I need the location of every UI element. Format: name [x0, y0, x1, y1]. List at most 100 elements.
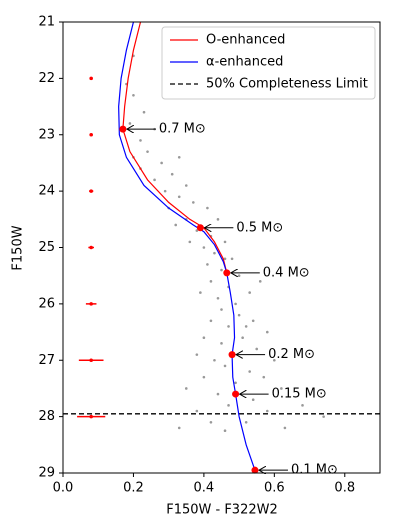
data-point — [184, 184, 188, 187]
data-point — [202, 246, 206, 249]
data-point — [220, 342, 223, 345]
data-point — [258, 280, 262, 283]
data-point — [206, 263, 209, 266]
mass-point — [196, 224, 204, 232]
data-point — [244, 325, 248, 328]
x-tick-label: 0.2 — [123, 481, 144, 496]
data-point — [163, 189, 167, 193]
plot-frame — [62, 21, 381, 474]
x-tick-label: 0.8 — [334, 481, 355, 496]
data-point — [220, 268, 223, 272]
data-point — [255, 347, 259, 351]
data-point — [209, 420, 213, 424]
data-point — [244, 420, 248, 424]
data-point — [251, 398, 255, 402]
data-point — [209, 280, 213, 283]
x-tick-label: 0.4 — [194, 481, 215, 496]
data-point — [177, 156, 181, 159]
mass-label: 0.7 M⊙ — [159, 122, 206, 137]
data-point — [192, 201, 195, 204]
y-tick-label: 21 — [38, 15, 55, 30]
error-bar-center — [89, 245, 93, 250]
mass-label: 0.4 M⊙ — [263, 265, 310, 280]
legend-box — [161, 26, 376, 100]
data-point — [223, 257, 227, 261]
legend-label: α-enhanced — [206, 55, 283, 70]
data-point — [209, 319, 213, 323]
mass-label: 0.2 M⊙ — [268, 347, 315, 362]
data-point — [142, 110, 146, 114]
data-point — [177, 195, 181, 199]
isochrone-line — [122, 21, 228, 274]
data-point — [301, 404, 304, 407]
data-point — [237, 274, 241, 277]
mass-label: 0.1 M⊙ — [291, 463, 338, 478]
mass-point — [223, 269, 231, 277]
data-point — [280, 387, 283, 390]
data-point — [213, 358, 216, 362]
data-point — [237, 313, 241, 317]
data-point — [265, 409, 269, 413]
data-point — [234, 381, 237, 385]
y-tick-label: 29 — [38, 466, 55, 481]
y-tick-label: 22 — [38, 71, 55, 86]
data-point — [132, 93, 135, 97]
data-point — [184, 387, 188, 390]
x-tick-label: 0.0 — [53, 481, 74, 496]
error-bar-center — [89, 414, 93, 419]
data-point — [248, 370, 251, 373]
data-point — [322, 415, 325, 418]
data-point — [160, 161, 163, 165]
data-point — [213, 251, 216, 255]
mass-label: 0.5 M⊙ — [236, 220, 283, 235]
data-point — [227, 325, 230, 328]
y-tick-label: 26 — [38, 296, 55, 311]
mass-label: 0.15 M⊙ — [272, 387, 327, 402]
y-axis-label: F150W — [11, 225, 26, 270]
y-tick-label: 28 — [38, 409, 55, 424]
data-point — [223, 240, 227, 244]
data-point — [206, 206, 209, 210]
data-point — [216, 392, 220, 396]
x-tick-label: 0.6 — [264, 481, 285, 496]
data-point — [241, 336, 244, 340]
data-point — [230, 257, 234, 261]
data-point — [195, 353, 199, 356]
data-point — [174, 223, 178, 227]
data-point — [248, 291, 251, 294]
y-tick-label: 27 — [38, 353, 55, 368]
data-point — [195, 229, 199, 232]
data-point — [139, 139, 142, 142]
data-point — [273, 358, 276, 362]
legend: O-enhanced α-enhanced 50% Completeness Lim… — [161, 26, 376, 100]
error-bar-center — [89, 189, 93, 193]
legend-label: 50% Completeness Limit — [206, 77, 368, 92]
data-point — [188, 240, 192, 244]
data-point — [227, 404, 230, 407]
mass-point — [228, 351, 236, 359]
data-point — [202, 336, 206, 340]
mass-point — [232, 390, 240, 398]
error-bar-center — [89, 302, 93, 306]
data-point — [202, 375, 206, 379]
data-point — [216, 218, 220, 221]
data-point — [283, 426, 287, 430]
data-point — [234, 302, 237, 306]
data-point — [223, 429, 227, 433]
mass-point — [251, 466, 259, 474]
error-bar-center — [89, 358, 93, 363]
data-point — [220, 308, 223, 311]
data-point — [153, 178, 156, 182]
data-point — [195, 409, 199, 413]
data-point — [177, 426, 181, 430]
legend-label: O-enhanced — [206, 33, 285, 48]
y-tick-label: 25 — [38, 240, 55, 255]
data-point — [146, 150, 149, 153]
isochrone-line — [118, 21, 258, 474]
y-tick-label: 23 — [38, 127, 55, 142]
data-point — [262, 375, 266, 379]
data-point — [265, 330, 269, 334]
data-point — [216, 296, 220, 300]
error-bar-center — [89, 76, 93, 81]
